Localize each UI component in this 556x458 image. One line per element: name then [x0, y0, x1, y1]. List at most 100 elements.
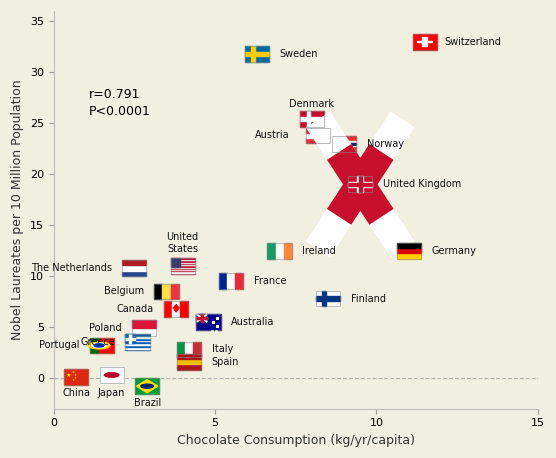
Text: Austria: Austria [255, 131, 289, 141]
Bar [99, 338, 114, 353]
Bar [64, 369, 88, 385]
Bar [125, 334, 150, 350]
Bar [348, 183, 373, 186]
Bar [122, 265, 146, 271]
Bar [306, 128, 330, 133]
Bar [357, 176, 364, 192]
Bar [90, 338, 99, 353]
Bar [316, 291, 340, 306]
Bar [276, 243, 284, 258]
Bar [177, 342, 185, 357]
Text: Sweden: Sweden [280, 49, 318, 59]
Bar [227, 273, 235, 289]
Bar [125, 336, 150, 338]
Bar [171, 263, 195, 264]
Bar [267, 243, 276, 258]
Bar [267, 243, 292, 258]
Bar [171, 267, 195, 268]
Bar [135, 378, 159, 394]
X-axis label: Chocolate Consumption (kg/yr/capita): Chocolate Consumption (kg/yr/capita) [177, 434, 415, 447]
Bar [322, 291, 326, 306]
Bar [396, 243, 421, 258]
Bar [316, 296, 340, 301]
Bar [171, 258, 195, 274]
Bar [306, 138, 330, 143]
Bar [413, 34, 437, 49]
Text: Italy: Italy [212, 344, 233, 354]
Bar [171, 272, 195, 273]
Y-axis label: Nobel Laureates per 10 Million Population: Nobel Laureates per 10 Million Populatio… [11, 80, 24, 340]
Bar [396, 243, 421, 248]
Bar [122, 260, 146, 276]
Bar [245, 46, 269, 62]
Bar [196, 314, 221, 330]
Bar [396, 253, 421, 258]
Bar [306, 128, 330, 143]
Circle shape [92, 343, 107, 348]
Text: Japan: Japan [98, 388, 125, 398]
Bar [125, 340, 150, 342]
Text: Ireland: Ireland [302, 245, 336, 256]
Bar [396, 248, 421, 253]
Bar [348, 176, 373, 192]
Bar [122, 271, 146, 276]
Text: ★: ★ [72, 378, 75, 382]
Bar [193, 342, 201, 357]
Text: Portugal: Portugal [39, 340, 80, 350]
Bar [332, 136, 356, 152]
Bar [100, 367, 124, 383]
Text: Greece: Greece [80, 338, 115, 347]
Bar [132, 328, 156, 336]
Bar [171, 270, 195, 272]
Text: Belgium: Belgium [104, 286, 144, 296]
Text: Finland: Finland [351, 294, 386, 304]
Bar [135, 378, 159, 394]
Bar [172, 301, 180, 316]
Bar [201, 314, 203, 322]
Bar [201, 314, 202, 322]
Circle shape [141, 384, 153, 388]
Bar [177, 354, 201, 370]
Text: Germany: Germany [431, 245, 476, 256]
Bar [125, 347, 150, 349]
Bar [164, 301, 188, 316]
Text: ★: ★ [73, 373, 77, 376]
Text: Spain: Spain [212, 357, 239, 367]
Bar [171, 258, 195, 259]
Bar [64, 369, 88, 385]
Bar [90, 338, 114, 353]
Bar [177, 354, 201, 359]
Bar [300, 111, 324, 127]
Bar [171, 259, 195, 261]
Text: Norway: Norway [367, 139, 404, 148]
Bar [418, 41, 433, 43]
Bar [164, 301, 172, 316]
Bar [171, 284, 178, 299]
Text: ★: ★ [72, 370, 75, 374]
Bar [423, 37, 428, 46]
Bar [171, 269, 195, 270]
Bar [125, 342, 150, 343]
Bar [219, 273, 243, 289]
Bar [245, 52, 269, 56]
Bar [332, 136, 356, 152]
Bar [348, 182, 373, 187]
Bar [185, 342, 193, 357]
Text: Switzerland: Switzerland [444, 37, 501, 47]
Bar [129, 334, 131, 343]
Bar [132, 320, 156, 328]
Text: France: France [254, 276, 286, 286]
Text: Denmark: Denmark [289, 99, 334, 109]
Bar [171, 265, 195, 267]
Bar [171, 258, 180, 267]
Bar [155, 284, 178, 299]
Text: ★: ★ [73, 376, 77, 380]
Text: Canada: Canada [117, 304, 153, 314]
Bar [300, 111, 324, 127]
Bar [316, 291, 340, 306]
Bar [306, 133, 330, 138]
Bar [122, 260, 146, 265]
Circle shape [105, 373, 119, 377]
Bar [162, 284, 171, 299]
Text: United Kingdom: United Kingdom [383, 180, 461, 189]
